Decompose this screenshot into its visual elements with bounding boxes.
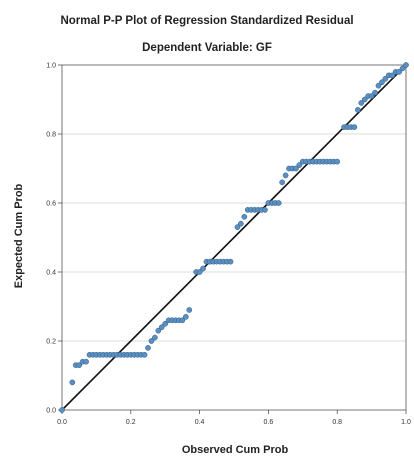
data-point [228, 259, 233, 264]
x-axis-ticks: 0.0 0.2 0.4 0.6 0.8 1.0 [57, 410, 411, 426]
data-point [262, 207, 267, 212]
x-tick-label: 0.8 [332, 419, 342, 426]
data-point [352, 125, 357, 130]
data-point [283, 173, 288, 178]
data-point [276, 200, 281, 205]
data-point [142, 352, 147, 357]
x-tick-label: 0.0 [57, 419, 67, 426]
data-point [355, 107, 360, 112]
x-axis-label: Observed Cum Prob [182, 444, 289, 456]
y-tick-label: 1.0 [46, 63, 56, 70]
y-tick-label: 0.2 [46, 339, 56, 346]
y-axis-label: Expected Cum Prob [13, 183, 25, 288]
reference-diagonal-line [62, 65, 406, 410]
chart-title: Normal P-P Plot of Regression Standardiz… [60, 15, 353, 27]
data-point [280, 180, 285, 185]
data-point [183, 314, 188, 319]
chart-subtitle: Dependent Variable: GF [142, 42, 272, 54]
y-tick-label: 0.4 [46, 270, 56, 277]
data-point [145, 345, 150, 350]
x-tick-label: 0.6 [264, 419, 274, 426]
y-tick-label: 0.0 [46, 408, 56, 415]
data-point [372, 90, 377, 95]
data-point [83, 359, 88, 364]
data-point [70, 380, 75, 385]
x-tick-label: 1.0 [401, 419, 411, 426]
data-point [335, 159, 340, 164]
x-tick-label: 0.4 [195, 419, 205, 426]
data-point [242, 214, 247, 219]
x-tick-label: 0.2 [126, 419, 136, 426]
y-tick-label: 0.8 [46, 132, 56, 139]
data-point [152, 335, 157, 340]
data-point [238, 221, 243, 226]
data-point [403, 62, 408, 67]
y-axis-ticks: 0.0 0.2 0.4 0.6 0.8 1.0 [46, 63, 62, 415]
y-tick-label: 0.6 [46, 201, 56, 208]
data-point [200, 266, 205, 271]
data-point [59, 407, 64, 412]
data-point [187, 307, 192, 312]
